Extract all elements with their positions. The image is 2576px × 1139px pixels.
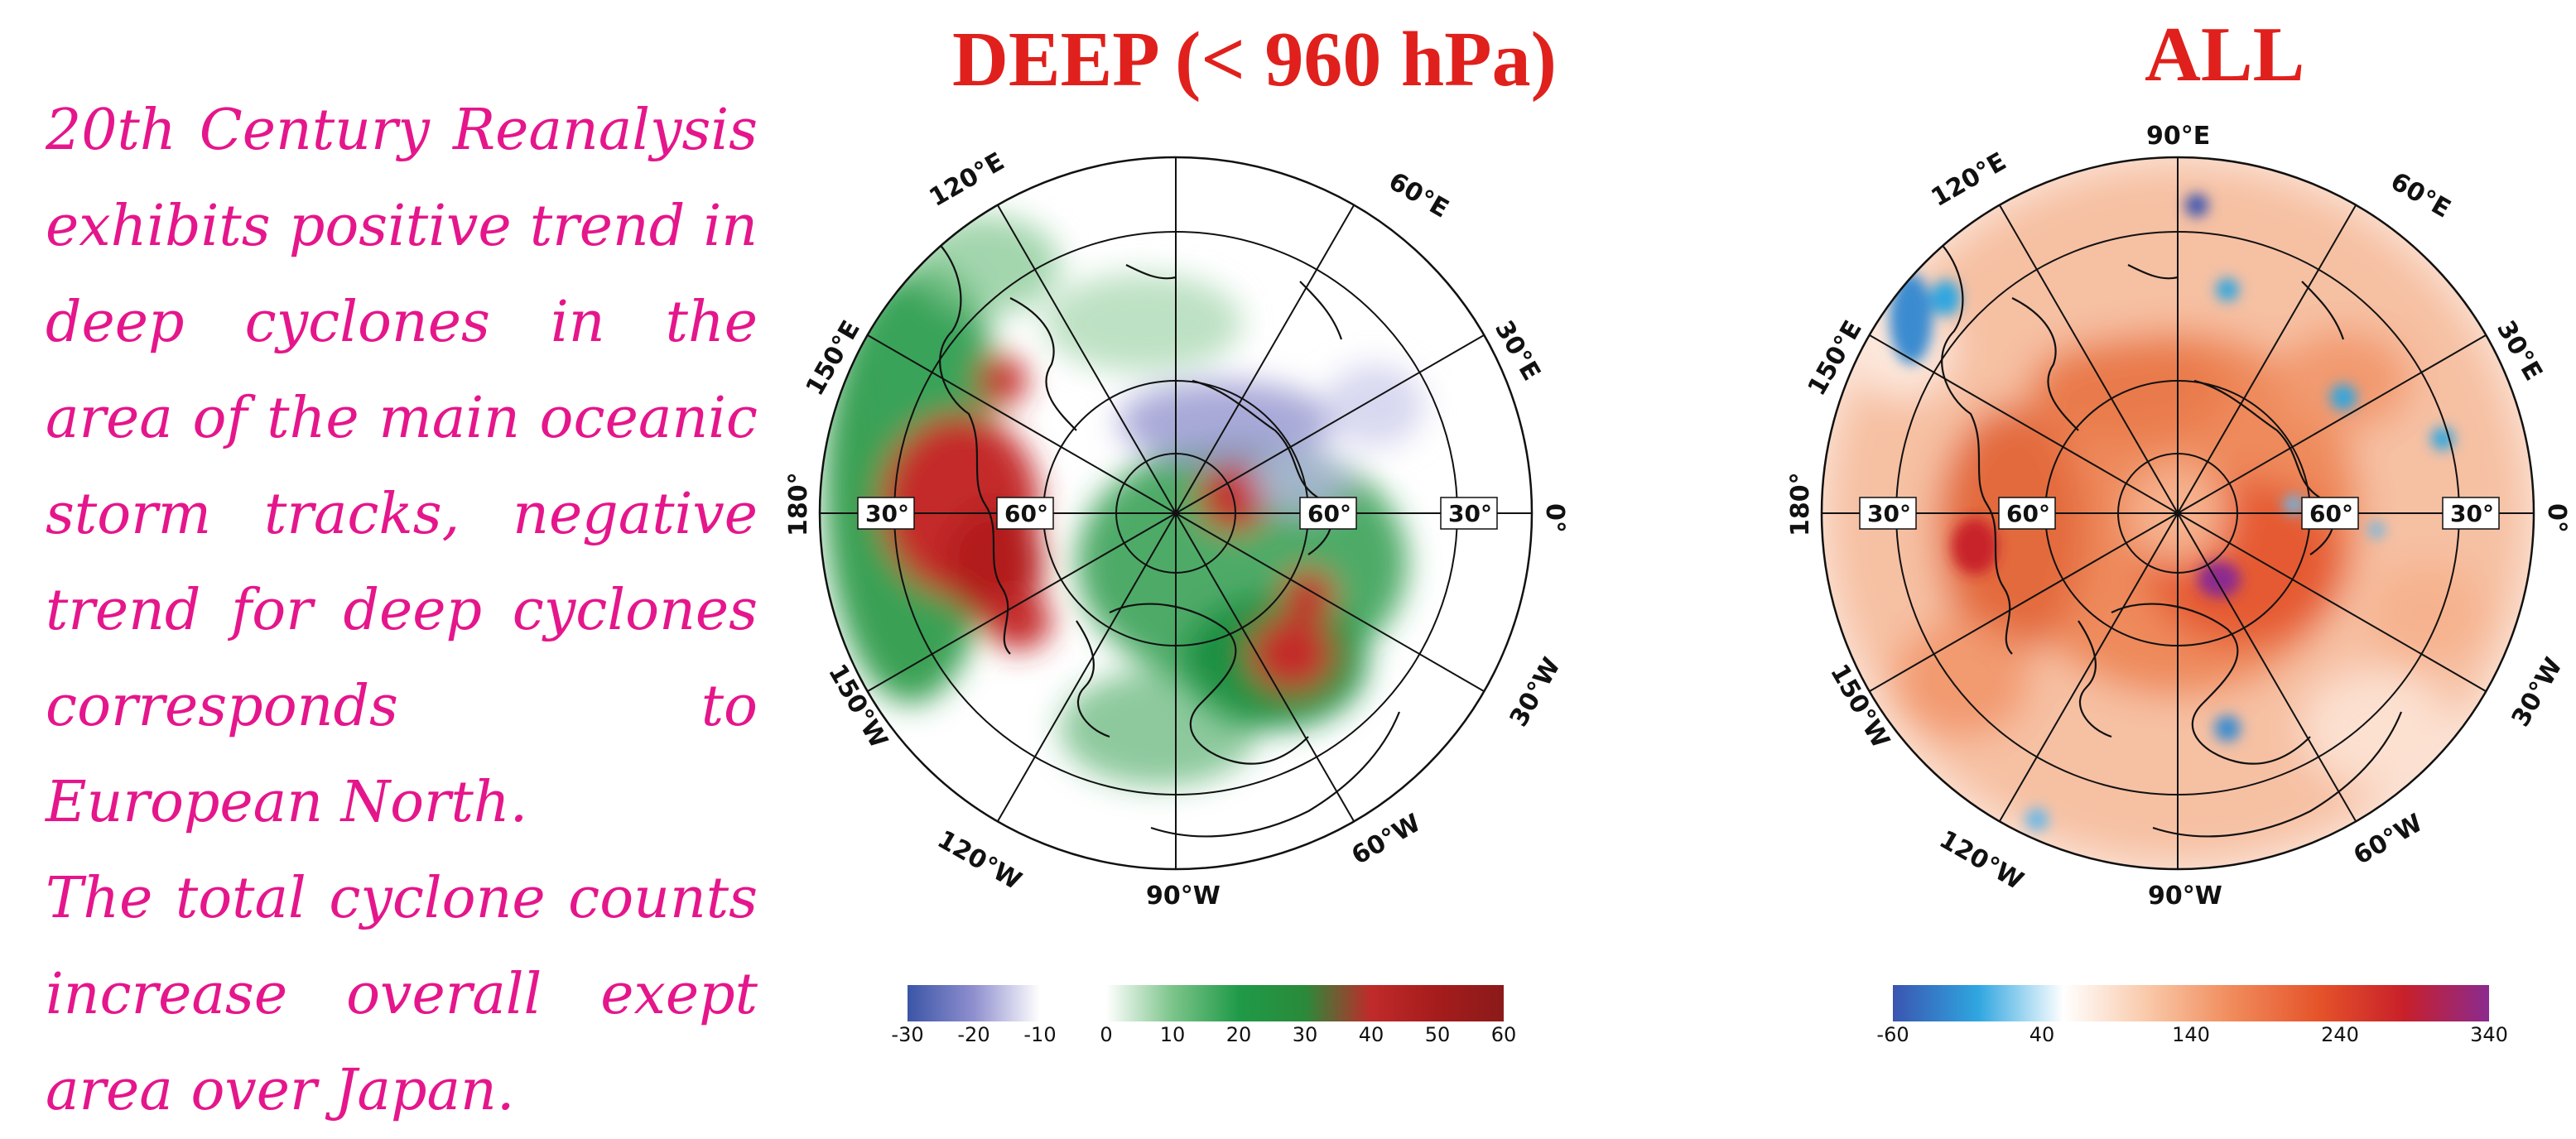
all-colorbar-tick-label: 240 bbox=[2321, 1023, 2359, 1046]
all-polar-map: 90°E 60°E 30°E 0° 30°W 60°W 90°W 120°W 1… bbox=[1786, 122, 2571, 911]
all-colorbar-tick-label: 340 bbox=[2470, 1023, 2508, 1046]
deep-lat-label: 60° bbox=[1307, 500, 1351, 527]
all-colorbar-tick-label: 40 bbox=[2030, 1023, 2055, 1046]
deep-lat-labels: 30° 60° 60° 30° bbox=[857, 497, 1498, 530]
all-colorbar: -60 40 140 240 340 bbox=[1876, 985, 2508, 1046]
description-paragraph-2: The total cyclone counts increase overal… bbox=[46, 866, 758, 1123]
all-coastlines bbox=[1937, 239, 2403, 838]
deep-colorbar-tick-label: 50 bbox=[1425, 1023, 1451, 1046]
all-lon-label: 90°E bbox=[2146, 122, 2210, 151]
deep-lon-label: 90°W bbox=[1146, 882, 1221, 911]
all-lon-label: 90°W bbox=[2148, 882, 2222, 911]
deep-colorbar-tick-label: 20 bbox=[1226, 1023, 1252, 1046]
all-lat-label: 60° bbox=[2006, 500, 2050, 527]
deep-lon-label: 120°W bbox=[932, 825, 1026, 896]
deep-lon-label: 120°E bbox=[925, 147, 1009, 213]
deep-lat-label: 60° bbox=[1004, 500, 1048, 527]
deep-colorbar-tick-label: 30 bbox=[1293, 1023, 1318, 1046]
deep-lat-label: 30° bbox=[865, 500, 909, 527]
deep-colorbar-tick-label: 10 bbox=[1160, 1023, 1186, 1046]
all-lon-label: 180° bbox=[1786, 472, 1815, 536]
deep-lon-label: 30°W bbox=[1505, 653, 1567, 732]
all-lat-labels: 30° 60° 60° 30° bbox=[1859, 497, 2500, 530]
all-lat-label: 60° bbox=[2309, 500, 2353, 527]
all-lon-label: 120°W bbox=[1934, 825, 2028, 896]
deep-lat-label: 30° bbox=[1448, 500, 1492, 527]
deep-lon-label: 180° bbox=[784, 472, 813, 536]
deep-colorbar-tick-label: 0 bbox=[1100, 1023, 1112, 1046]
all-lat-label: 30° bbox=[2450, 500, 2494, 527]
description-text: 20th Century Reanalysis exhibits positiv… bbox=[46, 83, 758, 1139]
deep-lon-label: 60°E bbox=[1384, 167, 1453, 224]
all-lon-label: 60°E bbox=[2386, 167, 2455, 224]
deep-polar-map: 60°E 30°E 0° 30°W 60°W 90°W 120°W 150°W … bbox=[784, 147, 1569, 911]
deep-lon-label: 0° bbox=[1540, 503, 1569, 533]
all-lon-label: 120°E bbox=[1927, 147, 2011, 213]
deep-colorbar-tick-label: 40 bbox=[1359, 1023, 1384, 1046]
deep-colorbar-gradient bbox=[908, 985, 1504, 1021]
all-trend-spots bbox=[1890, 194, 2454, 831]
deep-map-title: DEEP (< 960 hPa) bbox=[952, 17, 1557, 103]
deep-colorbar-tick-label: -10 bbox=[1023, 1023, 1056, 1046]
deep-colorbar-tick-label: -20 bbox=[957, 1023, 989, 1046]
all-map-title: ALL bbox=[2145, 12, 2305, 98]
description-paragraph-1: 20th Century Reanalysis exhibits positiv… bbox=[46, 98, 758, 835]
deep-colorbar-ticks: -30 -20 -10 0 10 20 30 40 50 60 bbox=[891, 1023, 1516, 1046]
all-colorbar-tick-label: -60 bbox=[1876, 1023, 1909, 1046]
deep-colorbar-tick-label: -30 bbox=[891, 1023, 923, 1046]
all-lat-label: 30° bbox=[1867, 500, 1911, 527]
all-colorbar-ticks: -60 40 140 240 340 bbox=[1876, 1023, 2508, 1046]
all-lon-label: 30°W bbox=[2506, 653, 2569, 732]
deep-colorbar: -30 -20 -10 0 10 20 30 40 50 60 bbox=[891, 985, 1516, 1046]
all-colorbar-gradient bbox=[1893, 985, 2489, 1021]
all-colorbar-tick-label: 140 bbox=[2172, 1023, 2210, 1046]
deep-coastlines bbox=[935, 239, 1401, 838]
deep-colorbar-tick-label: 60 bbox=[1491, 1023, 1517, 1046]
all-lon-label: 0° bbox=[2542, 503, 2571, 533]
